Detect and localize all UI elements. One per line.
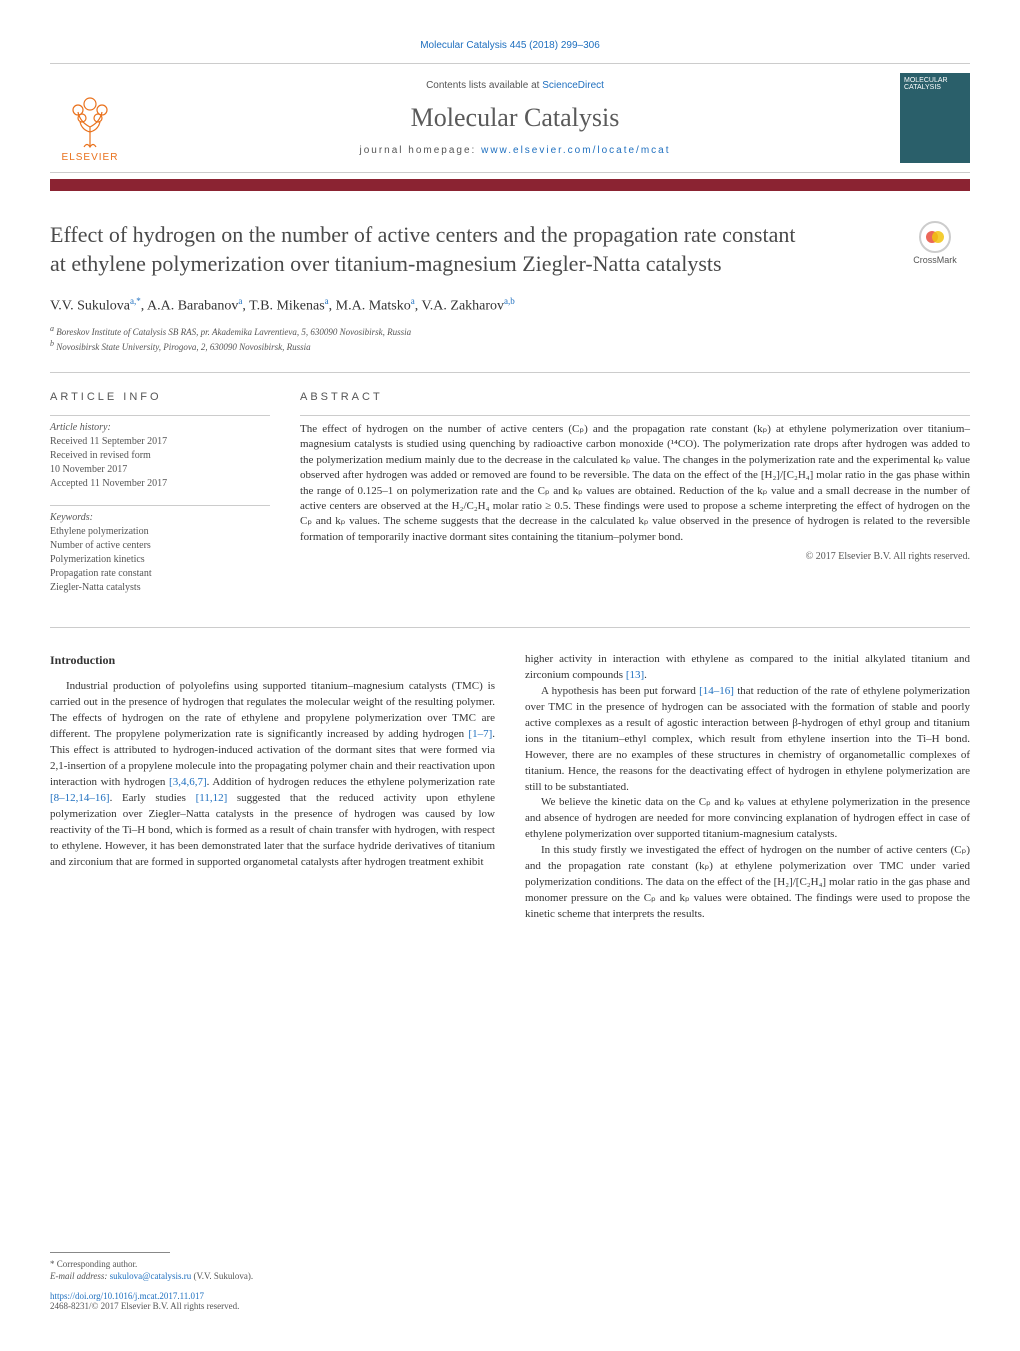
p-text: higher activity in interaction with ethy…: [525, 653, 970, 681]
history-item: 10 November 2017: [50, 463, 270, 477]
email-line: E-mail address: sukulova@catalysis.ru (V…: [50, 1271, 970, 1281]
affiliation-a-text: Boreskov Institute of Catalysis SB RAS, …: [56, 327, 411, 337]
history-item: Received 11 September 2017: [50, 435, 270, 449]
col2-p1: higher activity in interaction with ethy…: [525, 652, 970, 684]
title-block: Effect of hydrogen on the number of acti…: [50, 221, 970, 278]
info-heading: ARTICLE INFO: [50, 391, 270, 403]
affiliation-b-text: Novosibirsk State University, Pirogova, …: [56, 342, 310, 352]
keywords-list: Ethylene polymerization Number of active…: [50, 525, 270, 595]
article-title: Effect of hydrogen on the number of acti…: [50, 221, 800, 278]
affiliation-a: a Boreskov Institute of Catalysis SB RAS…: [50, 323, 970, 339]
p-text: .: [644, 669, 647, 681]
abstract-copyright: © 2017 Elsevier B.V. All rights reserved…: [300, 551, 970, 562]
column-left: Introduction Industrial production of po…: [50, 652, 495, 923]
affiliations: a Boreskov Institute of Catalysis SB RAS…: [50, 323, 970, 354]
keyword: Polymerization kinetics: [50, 553, 270, 567]
page-footer: * Corresponding author. E-mail address: …: [50, 1252, 970, 1311]
keyword: Ethylene polymerization: [50, 525, 270, 539]
elsevier-tree-icon: [60, 92, 120, 152]
crossmark-label: CrossMark: [913, 255, 957, 265]
abstract-heading: ABSTRACT: [300, 391, 970, 403]
p1-text: Industrial production of polyolefins usi…: [50, 680, 495, 740]
abstract-divider: [300, 415, 970, 416]
p1-text: . Addition of hydrogen reduces the ethyl…: [207, 776, 495, 788]
keywords-label: Keywords:: [50, 512, 270, 523]
keyword: Ziegler-Natta catalysts: [50, 581, 270, 595]
intro-paragraph-1: Industrial production of polyolefins usi…: [50, 679, 495, 870]
col2-p4: In this study firstly we investigated th…: [525, 843, 970, 923]
cover-title: MOLECULAR CATALYSIS: [904, 77, 966, 91]
body-columns: Introduction Industrial production of po…: [50, 652, 970, 923]
divider-top: [50, 372, 970, 373]
authors-line: V.V. Sukulovaa,*, A.A. Barabanova, T.B. …: [50, 296, 970, 315]
history-item: Received in revised form: [50, 449, 270, 463]
info-abstract-row: ARTICLE INFO Article history: Received 1…: [50, 391, 970, 609]
intro-heading: Introduction: [50, 652, 495, 669]
homepage-link[interactable]: www.elsevier.com/locate/mcat: [481, 145, 670, 156]
email-label: E-mail address:: [50, 1271, 110, 1281]
ref-link[interactable]: [13]: [626, 669, 644, 681]
contents-line: Contents lists available at ScienceDirec…: [130, 80, 900, 91]
doi-link[interactable]: https://doi.org/10.1016/j.mcat.2017.11.0…: [50, 1291, 204, 1301]
keyword: Number of active centers: [50, 539, 270, 553]
crossmark-icon: [919, 221, 951, 253]
info-divider-2: [50, 505, 270, 506]
doi-line: https://doi.org/10.1016/j.mcat.2017.11.0…: [50, 1291, 970, 1301]
email-author: (V.V. Sukulova).: [191, 1271, 253, 1281]
abstract-column: ABSTRACT The effect of hydrogen on the n…: [300, 391, 970, 609]
ref-link[interactable]: [11,12]: [196, 792, 228, 804]
elsevier-wordmark: ELSEVIER: [62, 152, 119, 163]
history-label: Article history:: [50, 422, 270, 433]
abstract-text: The effect of hydrogen on the number of …: [300, 422, 970, 545]
ref-link[interactable]: [1–7]: [468, 728, 492, 740]
journal-center: Contents lists available at ScienceDirec…: [130, 80, 900, 156]
homepage-line: journal homepage: www.elsevier.com/locat…: [130, 145, 900, 156]
ref-link[interactable]: [14–16]: [699, 685, 734, 697]
citation-header: Molecular Catalysis 445 (2018) 299–306: [50, 40, 970, 51]
accent-bar: [50, 179, 970, 191]
p1-text: . Early studies: [110, 792, 196, 804]
sciencedirect-link[interactable]: ScienceDirect: [542, 80, 604, 91]
ref-link[interactable]: [3,4,6,7]: [169, 776, 207, 788]
history-list: Received 11 September 2017 Received in r…: [50, 435, 270, 491]
corresponding-author: * Corresponding author.: [50, 1259, 970, 1269]
footer-divider: [50, 1252, 170, 1253]
contents-prefix: Contents lists available at: [426, 80, 542, 91]
email-link[interactable]: sukulova@catalysis.ru: [110, 1271, 192, 1281]
keyword: Propagation rate constant: [50, 567, 270, 581]
column-right: higher activity in interaction with ethy…: [525, 652, 970, 923]
ref-link[interactable]: [8–12,14–16]: [50, 792, 110, 804]
elsevier-logo[interactable]: ELSEVIER: [50, 73, 130, 163]
col2-p3: We believe the kinetic data on the Cₚ an…: [525, 795, 970, 843]
affiliation-b: b Novosibirsk State University, Pirogova…: [50, 338, 970, 354]
p-text: A hypothesis has been put forward: [541, 685, 699, 697]
masthead: ELSEVIER Contents lists available at Sci…: [50, 63, 970, 173]
crossmark-badge[interactable]: CrossMark: [900, 221, 970, 271]
journal-cover-thumb: MOLECULAR CATALYSIS: [900, 73, 970, 163]
journal-name: Molecular Catalysis: [130, 103, 900, 133]
col2-p2: A hypothesis has been put forward [14–16…: [525, 684, 970, 796]
issn-line: 2468-8231/© 2017 Elsevier B.V. All right…: [50, 1301, 970, 1311]
p-text: that reduction of the rate of ethylene p…: [525, 685, 970, 793]
history-item: Accepted 11 November 2017: [50, 477, 270, 491]
divider-bottom: [50, 627, 970, 628]
info-divider: [50, 415, 270, 416]
homepage-prefix: journal homepage:: [359, 145, 481, 156]
article-info: ARTICLE INFO Article history: Received 1…: [50, 391, 270, 609]
